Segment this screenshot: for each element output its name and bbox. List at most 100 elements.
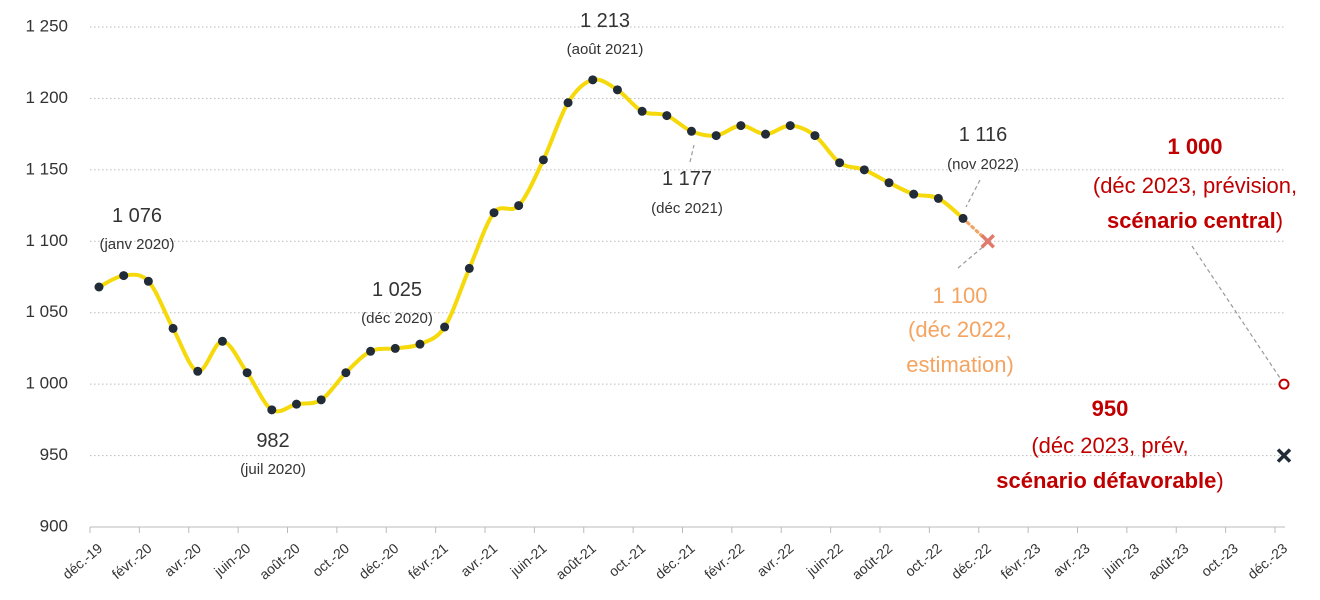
x-tick-label: oct.-23 [1198,540,1241,580]
data-point [958,213,968,223]
annotation: scénario défavorable) [996,468,1223,493]
annotation-text: ) [1216,468,1223,493]
y-tick-label: 1 050 [25,302,68,321]
annotation: 1 213 [580,10,630,32]
x-tick-label: déc.-22 [948,540,994,582]
x-tick-label: août-20 [256,540,303,583]
data-point [168,323,178,333]
data-point [612,85,622,95]
x-tick-label: déc.-23 [1244,540,1290,582]
annotation: 982 [256,430,289,452]
leader-line [1191,245,1281,379]
data-point [217,336,227,346]
annotation: 1 025 [372,279,422,301]
annotation-text: (août 2021) [567,41,644,58]
data-point [662,111,672,121]
annotation-text: (juil 2020) [240,461,306,478]
data-point [859,165,869,175]
annotation-text: (déc 2021) [651,200,723,217]
data-point [464,263,474,273]
data-point [341,368,351,378]
series-line [98,77,965,414]
annotation-text: 1 025 [372,279,422,301]
y-tick-label: 900 [40,516,68,535]
y-tick-label: 1 250 [25,16,68,35]
annotation-text: (déc 2023, prévision, [1093,173,1297,198]
x-tick-label: oct.-21 [605,540,648,580]
annotation: scénario central) [1107,208,1283,233]
annotation: (déc 2022, [908,317,1012,342]
annotation-text: scénario central [1107,208,1276,233]
annotation: (déc 2023, prév, [1031,433,1188,458]
data-point [489,208,499,218]
x-tick-label: oct.-20 [309,540,352,580]
x-tick-label: oct.-22 [902,540,945,580]
annotation: (déc 2020) [361,310,433,327]
x-tick-label: déc.-19 [59,540,105,582]
annotation-text: estimation) [906,352,1014,377]
x-tick-label: févr.-23 [997,540,1043,582]
data-point [267,405,277,415]
data-point [1276,448,1292,463]
data-point [538,155,548,165]
data-point [588,75,598,85]
data-point [980,234,995,249]
annotation-text: 1 100 [932,283,987,308]
x-tick-label: août-21 [552,540,599,583]
data-point [933,193,943,203]
data-point [143,276,153,286]
leader-line [689,144,695,163]
x-tick-label: août-23 [1145,540,1192,583]
data-point [514,201,524,211]
data-point [810,131,820,141]
x-tick-label: déc.-20 [355,540,401,582]
data-point [637,106,647,116]
y-tick-label: 1 100 [25,231,68,250]
series-line [961,216,990,243]
data-point [884,178,894,188]
data-point [193,366,203,376]
data-point [761,129,771,139]
x-tick-label: juin-20 [210,540,253,580]
annotation-text: 950 [1092,396,1129,421]
x-tick-label: févr.-21 [405,540,451,582]
data-point [785,121,795,131]
x-tick-label: juin-21 [506,540,549,580]
annotation: (déc 2021) [651,200,723,217]
annotation-text: (nov 2022) [947,156,1019,173]
x-tick-label: avr.-20 [161,540,204,580]
y-tick-label: 950 [40,445,68,464]
x-tick-label: déc.-21 [652,540,698,582]
data-point [563,98,573,108]
annotation: 1 177 [662,168,712,190]
annotation: 1 076 [112,205,162,227]
x-tick-label: févr.-22 [701,540,747,582]
annotation: estimation) [906,352,1014,377]
data-point [119,271,129,281]
data-point [687,126,696,136]
annotation-text: 1 076 [112,205,162,227]
annotation: (juil 2020) [240,461,306,478]
annotation-text: 1 116 [959,124,1008,146]
annotation-text: (déc 2023, prév, [1031,433,1188,458]
y-tick-label: 1 150 [25,159,68,178]
data-point [242,368,252,378]
data-point [736,121,746,131]
annotation: 950 [1092,396,1129,421]
annotation: 1 000 [1167,134,1222,159]
x-tick-label: avr.-21 [457,540,500,580]
y-tick-label: 1 000 [25,374,68,393]
annotation-text: ) [1276,208,1283,233]
x-tick-label: févr.-20 [109,540,155,582]
x-tick-label: avr.-23 [1050,540,1093,580]
x-tick-label: juin-23 [1099,540,1142,580]
data-point [292,399,301,409]
annotation: 1 100 [932,283,987,308]
annotation: (nov 2022) [947,156,1019,173]
annotation: 1 116 [959,124,1008,146]
data-point [94,282,104,292]
annotation-text: (déc 2022, [908,317,1012,342]
x-tick-label: août-22 [849,540,896,583]
annotation-text: 1 177 [662,168,712,190]
annotation-text: scénario défavorable [996,468,1216,493]
